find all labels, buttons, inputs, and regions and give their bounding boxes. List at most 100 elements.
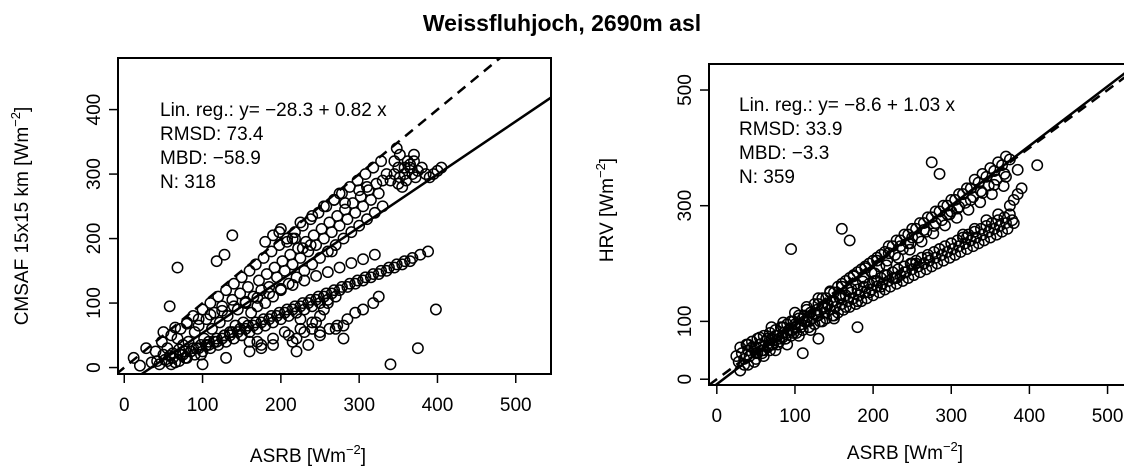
right-y-tick-label-0: 0 [675, 374, 696, 385]
left-point [359, 271, 372, 284]
right-point [968, 225, 981, 238]
left-point [210, 332, 223, 345]
left-point [255, 316, 268, 329]
right-point [828, 312, 840, 325]
right-point [950, 211, 963, 224]
left-point [263, 313, 276, 326]
left-x-tick-label-1: 100 [187, 395, 219, 416]
right-x-tick-label-0: 0 [712, 406, 723, 427]
left-point [333, 219, 346, 232]
right-point [785, 243, 798, 256]
left-point [298, 274, 311, 287]
left-point [333, 284, 346, 297]
left-point [289, 300, 301, 313]
left-point [179, 345, 192, 358]
left-point [345, 257, 358, 270]
right-point [803, 315, 815, 328]
left-point [310, 293, 323, 306]
right-point [925, 156, 938, 169]
right-y-tick-label-2: 300 [675, 190, 696, 222]
left-point [274, 282, 287, 295]
left-point [208, 335, 221, 348]
left-point [127, 351, 140, 364]
right-point [851, 321, 864, 334]
right-point [796, 347, 809, 360]
left-point [187, 342, 200, 355]
left-point [251, 335, 264, 348]
right-point [1011, 163, 1024, 176]
right-point [757, 350, 770, 363]
left-point [226, 293, 239, 306]
right-mbd-label: MBD: −3.3 [739, 143, 829, 164]
left-point [337, 319, 350, 332]
right-plot-frame [708, 63, 1124, 386]
right-y-tick-label-3: 500 [675, 74, 696, 106]
right-point [734, 341, 747, 354]
right-n-label: N: 359 [739, 167, 795, 188]
left-point [349, 206, 362, 219]
left-point [306, 316, 319, 329]
right-point [880, 259, 893, 272]
left-point [173, 355, 186, 368]
left-point [210, 255, 223, 268]
right-point [910, 257, 923, 270]
right-point [915, 235, 928, 248]
right-point [871, 254, 883, 267]
left-point [255, 339, 268, 351]
right-point [789, 306, 801, 319]
left-point [255, 342, 268, 355]
right-point [974, 196, 987, 209]
right-point [962, 203, 975, 216]
right-point [1007, 193, 1020, 206]
right-point [863, 286, 876, 299]
left-point [388, 261, 401, 274]
right-point [882, 247, 895, 260]
left-point [396, 258, 409, 271]
left-point [281, 303, 294, 316]
left-point [323, 322, 336, 335]
right-point [1007, 217, 1020, 230]
left-point [302, 339, 315, 351]
left-point [218, 248, 231, 261]
left-point [200, 339, 213, 351]
right-point [851, 295, 864, 308]
right-lines [709, 72, 1124, 385]
left-point [384, 358, 397, 371]
left-point [257, 313, 270, 326]
left-point [380, 264, 393, 277]
left-x-tick-label-0: 0 [119, 395, 130, 416]
left-x-axis-label: ASRB [Wm−2] [250, 442, 366, 467]
left-point [404, 158, 417, 171]
right-x-tick-label-2: 200 [857, 406, 889, 427]
right-point [833, 291, 846, 304]
left-point [376, 174, 389, 187]
left-point [341, 280, 354, 293]
right-point [996, 159, 1009, 172]
left-point [294, 322, 307, 335]
left-point [364, 271, 377, 284]
left-point [393, 148, 406, 161]
right-plot-marks: 0 100 200 300 400 500 0 100 300 500 [675, 72, 1124, 427]
left-point [286, 303, 299, 316]
left-point [213, 316, 226, 329]
left-point [286, 279, 299, 291]
right-x-tick-label-1: 100 [779, 406, 811, 427]
left-point [357, 253, 370, 266]
left-point [298, 326, 311, 339]
left-point [231, 303, 244, 316]
left-point [404, 255, 417, 268]
left-point [195, 339, 207, 351]
left-point [317, 303, 330, 316]
left-point [343, 277, 356, 290]
left-point [390, 258, 403, 271]
left-point [226, 326, 239, 339]
left-x-tick-label-3: 300 [343, 395, 375, 416]
left-point [239, 322, 252, 335]
right-point [812, 332, 825, 345]
left-point [367, 268, 380, 280]
left-point [242, 319, 254, 332]
left-point [286, 258, 299, 271]
right-point [903, 243, 916, 256]
left-point [335, 280, 348, 293]
left-point [314, 310, 326, 322]
